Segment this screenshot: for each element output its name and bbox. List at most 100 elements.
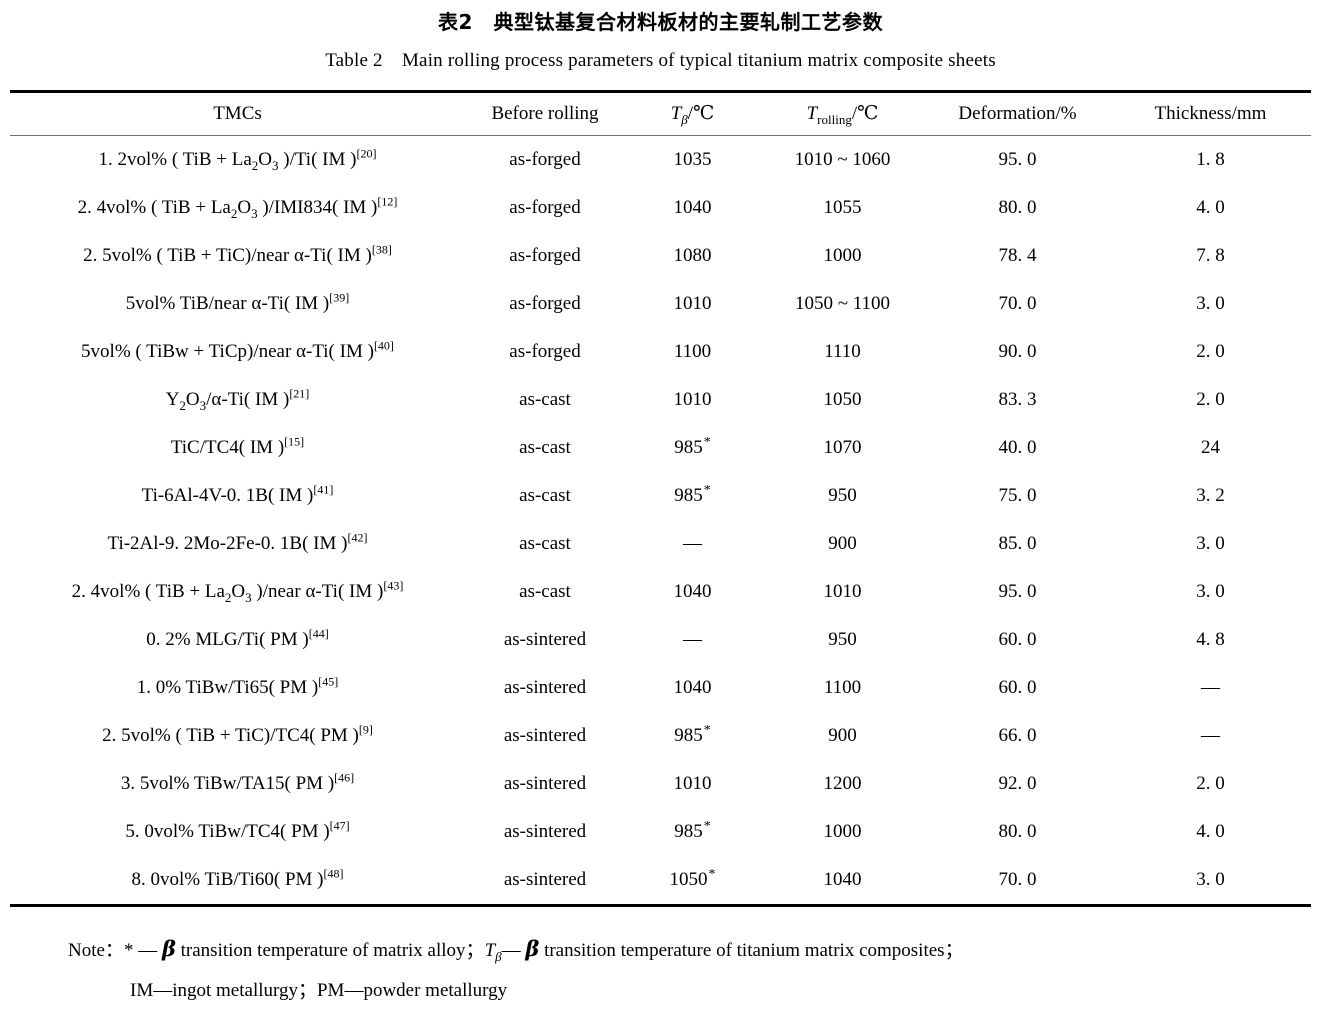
note-label: Note： <box>68 940 124 961</box>
tmcs-text-mid: O <box>231 581 246 602</box>
t-rolling-symbol: T <box>806 103 818 124</box>
cell-t-rolling: 950 <box>828 485 857 506</box>
cell-before-rolling: as-cast <box>519 437 571 458</box>
cell-t-rolling: 900 <box>828 533 857 554</box>
t-beta-star-marker: * <box>703 722 711 738</box>
cell-t-beta: 1010 <box>625 760 760 808</box>
cell-t-beta: 985* <box>625 424 760 472</box>
tmcs-reference: [41] <box>313 482 334 497</box>
cell-deformation: 95. 0 <box>998 149 1037 170</box>
tmcs-reference: [40] <box>373 338 394 353</box>
table-title-english: Table 2 Main rolling process parameters … <box>325 50 996 71</box>
tmcs-text-post: /α-Ti( IM ) <box>206 389 290 410</box>
cell-tmcs: 1. 2vol% ( TiB + La2O3 )/Ti( IM )[20] <box>10 136 465 185</box>
beta-symbol-2: β <box>525 936 540 961</box>
column-header-deformation: Deformation/% <box>958 102 1077 124</box>
t-beta-value: 1035 <box>673 149 712 170</box>
cell-tmcs: 5vol% ( TiBw + TiCp)/near α-Ti( IM )[40] <box>10 328 465 376</box>
cell-before-rolling: as-sintered <box>503 629 587 650</box>
cell-before-rolling: as-sintered <box>503 821 587 842</box>
t-beta-value: 1040 <box>673 677 712 698</box>
cell-tmcs: 2. 5vol% ( TiB + TiC)/near α-Ti( IM )[38… <box>10 232 465 280</box>
t-beta-subscript: β <box>681 111 688 127</box>
note-line-1: Note：* — β transition temperature of mat… <box>10 929 1311 971</box>
tmcs-text-pre: 3. 5vol% TiBw/TA15( PM ) <box>120 773 335 794</box>
cell-t-beta: — <box>625 520 760 568</box>
t-beta-value: 985 <box>674 437 703 458</box>
table-note: Note：* — β transition temperature of mat… <box>10 907 1311 1011</box>
cell-tmcs: 5vol% TiB/near α-Ti( IM )[39] <box>10 280 465 328</box>
t-beta-value: 1010 <box>673 389 712 410</box>
tmcs-reference: [43] <box>383 578 404 593</box>
t-beta-value: — <box>683 629 702 650</box>
tmcs-reference: [9] <box>358 722 373 737</box>
cell-tmcs: Ti-6Al-4V-0. 1B( IM )[41] <box>10 472 465 520</box>
cell-deformation: 85. 0 <box>998 533 1037 554</box>
tmcs-reference: [48] <box>323 866 344 881</box>
tmcs-reference: [39] <box>329 290 350 305</box>
table-row: 5. 0vol% TiBw/TC4( PM )[47] as-sintered 98… <box>10 808 1311 856</box>
cell-t-beta: 985* <box>625 712 760 760</box>
tmcs-subscript-1: 2 <box>179 397 186 413</box>
cell-deformation: 60. 0 <box>998 677 1037 698</box>
cell-t-rolling: 1070 <box>823 437 862 458</box>
tmcs-text-pre: 8. 0vol% TiB/Ti60( PM ) <box>131 869 324 890</box>
tmcs-subscript-2: 3 <box>272 157 279 173</box>
cell-t-beta: 1040 <box>625 664 760 712</box>
cell-t-rolling: 1040 <box>823 869 862 890</box>
table-row: 2. 4vol% ( TiB + La2O3 )/near α-Ti( IM )… <box>10 568 1311 616</box>
tmcs-text-mid: O <box>237 197 252 218</box>
note-t-subscript: β <box>495 948 502 964</box>
tmcs-text-pre: 0. 2% MLG/Ti( PM ) <box>146 629 309 650</box>
table-row: 0. 2% MLG/Ti( PM )[44] as-sintered — 950 60.… <box>10 616 1311 664</box>
table-row: 2. 5vol% ( TiB + TiC)/TC4( PM )[9] as-sin… <box>10 712 1311 760</box>
cell-t-beta: 1010 <box>625 280 760 328</box>
cell-deformation: 70. 0 <box>998 293 1037 314</box>
cell-deformation: 92. 0 <box>998 773 1037 794</box>
cell-tmcs: Y2O3/α-Ti( IM )[21] <box>10 376 465 424</box>
cell-thickness: 3. 0 <box>1196 869 1225 890</box>
column-header-tmcs: TMCs <box>213 102 262 124</box>
cell-t-beta: 1035 <box>625 136 760 185</box>
cell-tmcs: 5. 0vol% TiBw/TC4( PM )[47] <box>10 808 465 856</box>
cell-thickness: 4. 8 <box>1196 629 1225 650</box>
t-beta-value: 1040 <box>673 197 712 218</box>
cell-thickness: 4. 0 <box>1196 821 1225 842</box>
cell-t-beta: 1080 <box>625 232 760 280</box>
tmcs-subscript-2: 3 <box>251 205 258 221</box>
cell-before-rolling: as-cast <box>519 389 571 410</box>
table-row: Ti-6Al-4V-0. 1B( IM )[41] as-cast 985* 950 7… <box>10 472 1311 520</box>
t-rolling-unit: /℃ <box>851 103 879 124</box>
cell-thickness: 1. 8 <box>1196 149 1225 170</box>
t-beta-value: — <box>683 533 702 554</box>
note-text-b: transition temperature of titanium matri… <box>539 940 964 961</box>
cell-deformation: 83. 3 <box>998 389 1037 410</box>
tmcs-subscript-2: 3 <box>199 397 207 413</box>
table-row: 2. 4vol% ( TiB + La2O3 )/IMI834( IM )[12… <box>10 184 1311 232</box>
cell-before-rolling: as-cast <box>519 485 571 506</box>
tmcs-reference: [44] <box>308 626 329 641</box>
t-beta-value: 1080 <box>673 245 712 266</box>
cell-t-beta: 1050* <box>625 856 760 906</box>
tmcs-text-pre: Ti-2Al-9. 2Mo-2Fe-0. 1B( IM ) <box>107 533 348 554</box>
tmcs-text-post: )/IMI834( IM ) <box>257 197 378 218</box>
t-beta-star-marker: * <box>703 482 711 498</box>
cell-deformation: 95. 0 <box>998 581 1037 602</box>
cell-thickness: 3. 0 <box>1196 293 1225 314</box>
beta-symbol-1: β <box>161 936 176 961</box>
cell-tmcs: 8. 0vol% TiB/Ti60( PM )[48] <box>10 856 465 906</box>
cell-t-beta: — <box>625 616 760 664</box>
cell-before-rolling: as-sintered <box>503 773 587 794</box>
cell-before-rolling: as-forged <box>509 293 581 314</box>
table-row: Ti-2Al-9. 2Mo-2Fe-0. 1B( IM )[42] as-cast… <box>10 520 1311 568</box>
column-header-before-rolling: Before rolling <box>491 102 599 124</box>
tmcs-text-pre: Y <box>165 389 180 410</box>
tmcs-reference: [38] <box>371 242 392 257</box>
t-beta-value: 985 <box>674 485 703 506</box>
t-beta-value: 985 <box>674 725 703 746</box>
t-beta-symbol: T <box>670 103 682 124</box>
cell-thickness: 3. 0 <box>1196 533 1225 554</box>
cell-before-rolling: as-cast <box>519 533 571 554</box>
rolling-parameters-table: TMCs Before rolling Tβ/℃ Trolling/℃ Defo… <box>10 90 1311 907</box>
table-row: 5vol% TiB/near α-Ti( IM )[39] as-forged 10… <box>10 280 1311 328</box>
